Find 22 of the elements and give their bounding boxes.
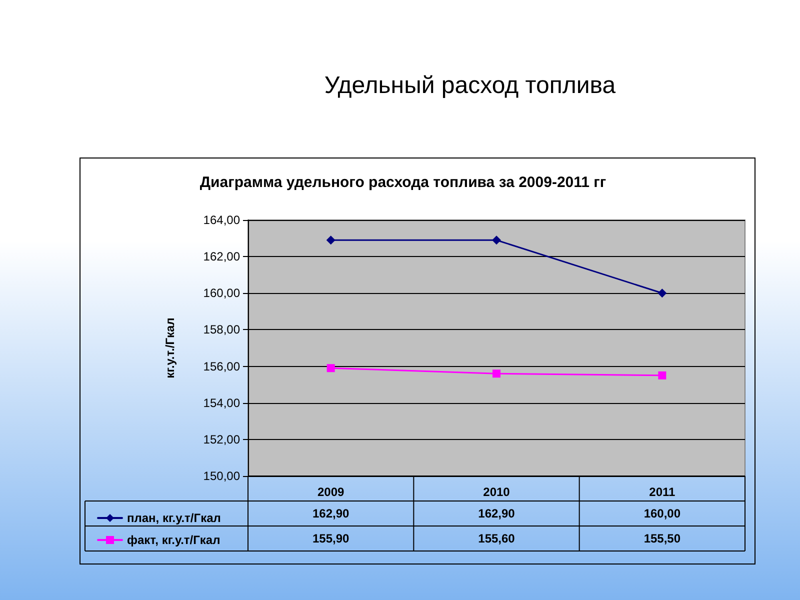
y-axis-title: кг.у.т./Гкал <box>163 318 177 378</box>
y-tick-label: 154,00 <box>203 396 240 410</box>
data-label: 155,90 <box>312 532 350 546</box>
y-tick-label: 150,00 <box>203 469 240 483</box>
x-tick-label: 2009 <box>317 485 345 499</box>
x-tick-label: 2010 <box>483 485 510 499</box>
chart-subtitle: Диаграмма удельного расхода топлива за 2009-2011 гг <box>200 174 606 191</box>
data-label: 162,90 <box>312 506 350 520</box>
y-tick-label: 160,00 <box>203 286 240 300</box>
x-tick-label: 2011 <box>649 485 676 499</box>
legend-label: план, кг.у.т/Гкал <box>127 511 221 525</box>
y-tick-label: 152,00 <box>203 432 240 446</box>
data-label: 160,00 <box>644 506 681 520</box>
data-label: 162,90 <box>478 506 516 520</box>
data-label: 155,60 <box>478 532 516 546</box>
y-tick-label: 156,00 <box>203 359 240 374</box>
legend-label: факт, кг.у.т/Гкал <box>127 533 220 547</box>
data-label: 155,50 <box>644 532 681 546</box>
y-tick-label: 162,00 <box>203 250 240 264</box>
chart-title: Удельный расход топлива <box>323 72 617 100</box>
y-tick-label: 158,00 <box>203 322 240 337</box>
y-tick-label: 164,00 <box>203 213 240 227</box>
